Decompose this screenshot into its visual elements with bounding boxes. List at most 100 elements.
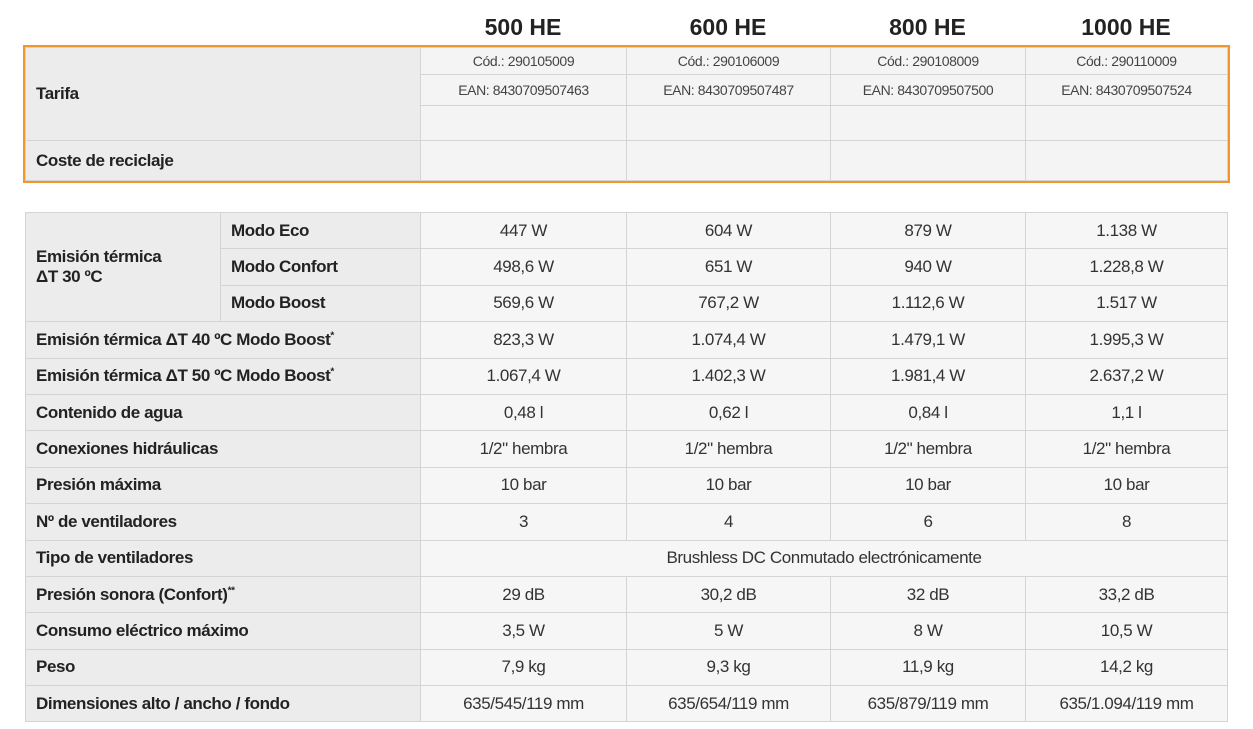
model-name: 800 HE — [889, 14, 966, 40]
value: 2.637,2 W — [1025, 357, 1228, 395]
reciclaje-row: Coste de reciclaje — [25, 140, 1228, 181]
ean: EAN: 8430709507524 — [1026, 75, 1227, 106]
value: 635/545/119 mm — [420, 685, 627, 723]
label-text: Presión sonora (Confort) — [36, 584, 228, 604]
value: 11,9 kg — [830, 648, 1026, 687]
value: 0,84 l — [830, 393, 1026, 432]
tarifa-row: Tarifa Cód.: 290105009 EAN: 8430709507463 C… — [25, 47, 1228, 141]
note: * — [330, 366, 334, 378]
value: 10 bar — [830, 466, 1026, 505]
label-line: Emisión térmica — [36, 247, 162, 267]
reciclaje-cell — [626, 140, 831, 181]
spec-table: Emisión térmica ΔT 30 ºC Modo Eco 447 W 604 … — [25, 211, 1228, 723]
value: 8 — [1025, 503, 1228, 541]
value: Brushless DC Conmutado electrónicamente — [420, 539, 1228, 577]
row-label: Presión máxima — [25, 466, 421, 505]
ean: EAN: 8430709507500 — [831, 75, 1025, 106]
label-text: Peso — [36, 657, 76, 677]
value: 9,3 kg — [626, 648, 831, 687]
mode-label: Modo Boost — [220, 284, 421, 323]
emission-label: Emisión térmica ΔT 30 ºC — [25, 211, 221, 323]
mode-label: Modo Eco — [220, 211, 421, 250]
label-text: Consumo eléctrico máximo — [36, 620, 249, 640]
value: 940 W — [830, 248, 1026, 286]
code: Cód.: 290108009 — [831, 48, 1025, 75]
value: 14,2 kg — [1025, 648, 1228, 687]
value: 10 bar — [626, 466, 831, 505]
reciclaje-cell — [1025, 140, 1228, 181]
row-label: Consumo eléctrico máximo — [25, 612, 421, 650]
value: 8 W — [830, 612, 1026, 650]
value: 10 bar — [420, 466, 627, 505]
row-label: Emisión térmica ΔT 50 ºC Modo Boost* — [25, 357, 421, 395]
value: 30,2 dB — [626, 575, 831, 614]
label-text: Conexiones hidráulicas — [36, 439, 219, 459]
row-label: Dimensiones alto / ancho / fondo — [25, 685, 421, 723]
value: 823,3 W — [420, 321, 627, 359]
value: 498,6 W — [420, 248, 627, 286]
label-text: Nº de ventiladores — [36, 511, 177, 531]
label-text: Presión máxima — [36, 475, 161, 495]
value: 651 W — [626, 248, 831, 286]
row-label: Nº de ventiladores — [25, 503, 421, 541]
model-name: 600 HE — [689, 14, 767, 40]
spec-row: Tipo de ventiladores Brushless DC Conmuta… — [25, 539, 1228, 577]
value: 33,2 dB — [1025, 575, 1228, 614]
spec-row: Nº de ventiladores 3 4 6 8 — [25, 503, 1228, 541]
code: Cód.: 290105009 — [421, 48, 626, 75]
value: 1.112,6 W — [830, 284, 1026, 323]
note: * — [330, 330, 334, 342]
value: 3,5 W — [420, 612, 627, 650]
spec-row: Conexiones hidráulicas 1/2" hembra 1/2" he… — [25, 430, 1228, 468]
value: 604 W — [626, 211, 831, 250]
spec-row: Presión máxima 10 bar 10 bar 10 bar 10 bar — [25, 466, 1228, 505]
value: 3 — [420, 503, 627, 541]
code: Cód.: 290106009 — [627, 48, 830, 75]
value: 569,6 W — [420, 284, 627, 323]
value: 32 dB — [830, 575, 1026, 614]
emission-row: Modo Boost 569,6 W 767,2 W 1.112,6 W 1.517 W — [26, 284, 1228, 323]
value: 1.981,4 W — [830, 357, 1026, 395]
value: 879 W — [830, 211, 1026, 250]
value: 5 W — [626, 612, 831, 650]
value: 1/2" hembra — [420, 430, 627, 468]
reciclaje-label: Coste de reciclaje — [25, 140, 421, 181]
row-label: Presión sonora (Confort)** — [25, 575, 421, 614]
value: 10 bar — [1025, 466, 1228, 505]
label-line: ΔT 30 ºC — [36, 267, 103, 287]
value: 635/879/119 mm — [830, 685, 1026, 723]
row-label: Emisión térmica ΔT 40 ºC Modo Boost* — [25, 321, 421, 359]
row-label: Tipo de ventiladores — [25, 539, 421, 577]
label-text: Emisión térmica ΔT 40 ºC Modo Boost — [36, 329, 331, 349]
spec-row: Dimensiones alto / ancho / fondo 635/545/… — [25, 685, 1228, 723]
spec-row: Emisión térmica ΔT 50 ºC Modo Boost* 1.06… — [25, 357, 1228, 395]
label-text: Emisión térmica ΔT 50 ºC Modo Boost — [36, 366, 331, 386]
value: 447 W — [420, 211, 627, 250]
value: 635/654/119 mm — [626, 685, 831, 723]
value: 1.402,3 W — [626, 357, 831, 395]
value: 4 — [626, 503, 831, 541]
model-header: 500 HE 600 HE 800 HE 1000 HE — [420, 10, 1227, 44]
row-label: Peso — [25, 648, 421, 687]
label-text: Contenido de agua — [36, 402, 183, 422]
value: 1.074,4 W — [626, 321, 831, 359]
row-label: Contenido de agua — [25, 393, 421, 432]
ean: EAN: 8430709507463 — [421, 75, 626, 106]
value: 6 — [830, 503, 1026, 541]
note: ** — [227, 584, 235, 596]
spec-row: Presión sonora (Confort)** 29 dB 30,2 dB 32… — [25, 575, 1228, 614]
tarifa-cell: Cód.: 290108009 EAN: 8430709507500 — [830, 47, 1026, 141]
value: 1/2" hembra — [830, 430, 1026, 468]
value: 29 dB — [420, 575, 627, 614]
spec-row: Peso 7,9 kg 9,3 kg 11,9 kg 14,2 kg — [25, 648, 1228, 687]
value: 767,2 W — [626, 284, 831, 323]
pricing-table: Tarifa Cód.: 290105009 EAN: 8430709507463 C… — [23, 45, 1230, 183]
tarifa-cell: Cód.: 290110009 EAN: 8430709507524 — [1025, 47, 1228, 141]
value: 1.517 W — [1025, 284, 1228, 323]
value: 1.067,4 W — [420, 357, 627, 395]
value: 0,48 l — [420, 393, 627, 432]
value: 1.479,1 W — [830, 321, 1026, 359]
model-name: 500 HE — [484, 14, 562, 40]
